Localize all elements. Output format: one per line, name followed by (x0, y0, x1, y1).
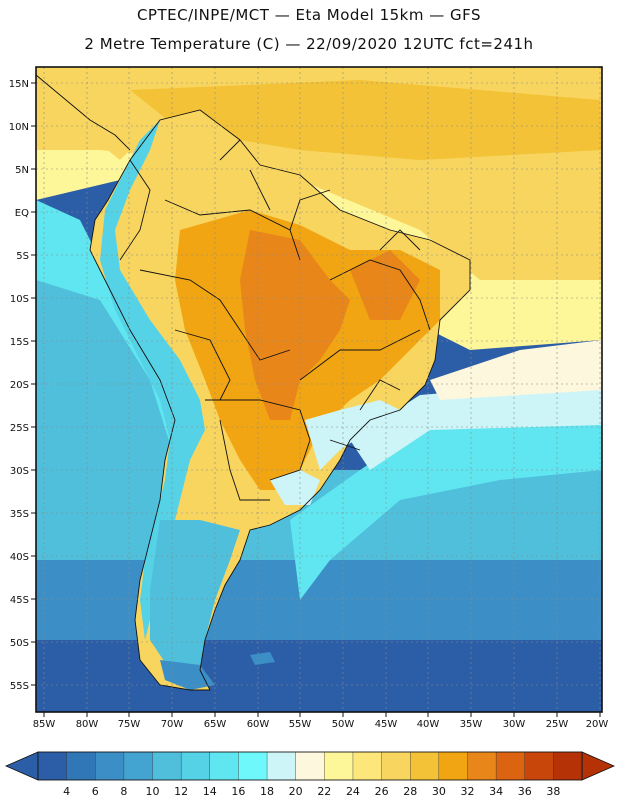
lat-label: 20S (10, 380, 29, 391)
lon-label: 20W (586, 719, 609, 730)
colorbar-cell (352, 751, 383, 781)
lon-label: 70W (161, 719, 184, 730)
lat-label: 10S (10, 294, 29, 305)
lat-label: 15N (9, 79, 29, 90)
colorbar-cell (66, 751, 96, 781)
colorbar-cell (324, 751, 354, 781)
colorbar-cell (553, 751, 583, 781)
lon-label: 75W (118, 719, 141, 730)
colorbar-cell (152, 751, 182, 781)
colorbar-cell (180, 751, 211, 781)
colorbar-label: 28 (403, 785, 417, 798)
lon-label: 55W (289, 719, 312, 730)
lat-label: 10N (9, 122, 29, 133)
colorbar-left-arrow (5, 751, 39, 781)
lon-label: 30W (503, 719, 526, 730)
lon-label: 65W (204, 719, 227, 730)
colorbar-label: 20 (289, 785, 303, 798)
ocean-atlantic-warm-pale (430, 340, 602, 400)
colorbar-cell (524, 751, 555, 781)
map-title-line2: 2 Metre Temperature (C) — 22/09/2020 12U… (84, 35, 534, 53)
lat-label: 25S (10, 423, 29, 434)
lon-label: 85W (33, 719, 56, 730)
land-hot-core (240, 230, 350, 420)
lon-label: 60W (247, 719, 270, 730)
land-hot-core-east (350, 250, 420, 320)
lat-label: EQ (15, 208, 29, 219)
colorbar-label: 12 (174, 785, 188, 798)
colorbar-cell (438, 751, 469, 781)
colorbar-cell (495, 751, 526, 781)
land-central-america (36, 75, 130, 160)
colorbar-cell (209, 751, 240, 781)
lon-label: 80W (76, 719, 99, 730)
lon-label: 45W (375, 719, 398, 730)
colorbar-label: 24 (346, 785, 360, 798)
colorbar-right-arrow (581, 751, 615, 781)
land-tierra-del-fuego (160, 660, 215, 690)
land-uruguay-cold (270, 470, 320, 505)
land-andes-cold (100, 120, 205, 640)
colorbar-cell (95, 751, 125, 781)
graticule (36, 67, 602, 712)
ocean-pacific-cool (36, 280, 190, 520)
colorbar-cell (238, 751, 268, 781)
lat-label: 50S (10, 638, 29, 649)
colorbar-cell (37, 751, 68, 781)
lon-label: 50W (332, 719, 355, 730)
lat-label: 30S (10, 466, 29, 477)
colorbar-label: 32 (460, 785, 474, 798)
colorbar-frame (37, 751, 583, 781)
lat-axis: 15N 10N 5N EQ 5S 10S 15S 20S 25S 30S 35S… (9, 79, 36, 692)
colorbar-label: 36 (518, 785, 532, 798)
lat-label: 35S (10, 509, 29, 520)
colorbar-cell (381, 751, 411, 781)
colorbar-label: 14 (203, 785, 217, 798)
colorbar-label: 30 (432, 785, 446, 798)
colorbar-label: 18 (260, 785, 274, 798)
ocean-northern-amber (130, 80, 602, 160)
colorbar-cell (467, 751, 497, 781)
lon-label: 40W (417, 719, 440, 730)
map-title-line1: CPTEC/INPE/MCT — Eta Model 15km — GFS (136, 6, 482, 24)
colorbar-label: 4 (63, 785, 70, 798)
colorbar-label: 6 (92, 785, 99, 798)
lat-label: 45S (10, 595, 29, 606)
lat-label: 5N (15, 165, 29, 176)
ocean-atlantic-pale (350, 380, 602, 470)
lon-label: 25W (546, 719, 569, 730)
lat-label: 40S (10, 552, 29, 563)
colorbar: 4 6 8 10 12 14 16 18 20 22 24 26 28 30 32 34 36 38 (5, 751, 615, 798)
country-borders (36, 74, 471, 691)
lat-label: 5S (16, 251, 29, 262)
colorbar-label: 8 (120, 785, 127, 798)
lat-label: 15S (10, 337, 29, 348)
colorbar-label: 38 (546, 785, 560, 798)
colorbar-label: 34 (489, 785, 503, 798)
plot-frame (35, 66, 603, 713)
lon-label: 35W (460, 719, 483, 730)
lat-label: 55S (10, 681, 29, 692)
colorbar-cell (123, 751, 154, 781)
colorbar-label: 10 (146, 785, 160, 798)
colorbar-cell (266, 751, 297, 781)
land-falklands (250, 652, 275, 665)
colorbar-label: 22 (317, 785, 331, 798)
colorbar-label: 16 (231, 785, 245, 798)
land-patagonia (150, 520, 240, 670)
colorbar-cell (410, 751, 440, 781)
lon-axis: 85W 80W 75W 70W 65W 60W 55W 50W 45W 40W … (33, 712, 609, 730)
colorbar-label: 26 (375, 785, 389, 798)
map-field (36, 67, 602, 712)
colorbar-cell (295, 751, 326, 781)
